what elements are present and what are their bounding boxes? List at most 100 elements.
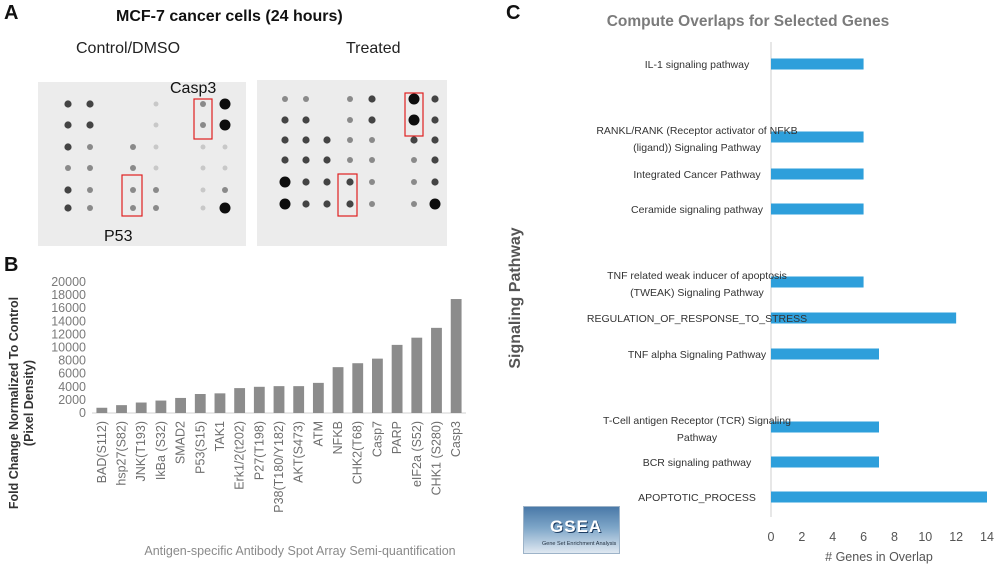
blot-dot [281, 136, 289, 144]
blot-dot [222, 187, 228, 193]
bar [771, 421, 879, 433]
x-tick-label: CHK1 (S280) [429, 421, 443, 495]
blot-dot [347, 96, 353, 102]
bar [771, 131, 864, 143]
x-axis-title: Antigen-specific Antibody Spot Array Sem… [144, 544, 455, 558]
blot-dot [411, 179, 417, 185]
blot-dot [153, 144, 159, 150]
y-tick-label: 6000 [58, 367, 86, 381]
bar [312, 382, 324, 413]
y-tick-label: 8000 [58, 354, 86, 368]
blot-dot [153, 122, 159, 128]
p53-highlight-box-treated [337, 173, 358, 217]
x-tick-label: 6 [860, 530, 867, 544]
x-tick-label: CHK2(T68) [351, 421, 365, 484]
blot-dot [302, 156, 310, 164]
y-tick-label: REGULATION_OF_RESPONSE_TO_STRESS [587, 313, 807, 325]
blot-dot [323, 200, 331, 208]
blot-dot [281, 156, 289, 164]
blot-dot [153, 205, 159, 211]
bar [214, 393, 226, 413]
y-tick-label: 4000 [58, 380, 86, 394]
blot-dot [279, 198, 291, 210]
bar [175, 397, 186, 413]
blot-dot [130, 144, 136, 150]
y-tick-label: 10000 [51, 341, 86, 355]
blot-dot [302, 178, 310, 186]
blot-dot [429, 198, 441, 210]
x-tick-label: 2 [798, 530, 805, 544]
bar [155, 400, 167, 413]
casp3-highlight-box-treated [404, 92, 424, 137]
blot-dot [369, 179, 375, 185]
y-axis-title: Signaling Pathway [507, 227, 524, 368]
y-tick-label: T-Cell antigen Receptor (TCR) Signaling P… [603, 415, 791, 444]
blot-dot [200, 165, 206, 171]
y-tick-label: Integrated Cancer Pathway [633, 169, 761, 181]
blot-dot [368, 95, 376, 103]
blot-dot [219, 202, 231, 214]
y-tick-label: 20000 [51, 275, 86, 289]
blot-dot [302, 136, 310, 144]
x-tick-label: 8 [891, 530, 898, 544]
y-tick-label: APOPTOTIC_PROCESS [638, 492, 756, 504]
blot-dot [64, 121, 72, 129]
blot-dot [346, 178, 354, 186]
blot-dot [431, 95, 439, 103]
blot-dot [153, 101, 159, 107]
bar [293, 386, 305, 413]
bar [372, 358, 383, 413]
bar [253, 386, 265, 413]
blot-dot [411, 157, 417, 163]
x-tick-label: BAD(S112) [95, 421, 109, 483]
treated-blot-image [257, 80, 447, 246]
y-tick-label: 16000 [51, 301, 86, 315]
bar [771, 58, 864, 70]
bar [771, 348, 879, 360]
blot-dot [369, 201, 375, 207]
x-tick-label: P53(S15) [193, 421, 207, 474]
y-tick-label: 2000 [58, 393, 86, 407]
x-tick-label: TAK1 [213, 421, 227, 451]
bar [116, 405, 127, 413]
bar [771, 456, 879, 468]
blot-dot [200, 205, 206, 211]
blot-dot [303, 96, 309, 102]
bar [135, 402, 147, 413]
blot-dot [200, 122, 206, 128]
bar [234, 388, 246, 413]
bar [450, 299, 462, 413]
x-tick-label: Casp3 [449, 421, 463, 457]
blot-dot [411, 201, 417, 207]
x-tick-label: SMAD2 [174, 421, 188, 464]
x-tick-label: 14 [980, 530, 994, 544]
y-tick-label: RANKL/RANK (Receptor activator of NFKB (l… [596, 125, 797, 154]
blot-dot [86, 121, 94, 129]
blot-dot [369, 137, 375, 143]
y-tick-label: Ceramide signaling pathway [631, 204, 764, 216]
panel-a-title: MCF-7 cancer cells (24 hours) [116, 8, 343, 25]
blot-dot [87, 187, 93, 193]
blot-dot [87, 165, 93, 171]
y-tick-label: 0 [79, 406, 86, 420]
blot-dot [219, 98, 231, 110]
blot-dot [368, 116, 376, 124]
treated-blot-dots [279, 93, 441, 210]
blot-dot [323, 136, 331, 144]
blot-dot [410, 136, 418, 144]
blot-dot [86, 100, 94, 108]
y-tick-label: BCR signaling pathway [643, 457, 752, 469]
casp3-callout: Casp3 [170, 80, 217, 97]
p53-highlight-box-control [121, 174, 143, 217]
blot-dot [200, 187, 206, 193]
x-tick-label: JNK(T193) [134, 421, 148, 481]
bar [771, 203, 864, 215]
x-tick-label: AKT(S473) [292, 421, 306, 483]
gsea-logo: GSEA Gene Set Enrichment Analysis [523, 506, 620, 554]
blot-dot [153, 187, 159, 193]
blot-dot [64, 186, 72, 194]
blot-dot [279, 176, 291, 188]
treated-label: Treated [346, 40, 401, 57]
x-tick-label: Erk1/2(t202) [233, 421, 247, 490]
panel-c-letter: C [506, 2, 521, 24]
